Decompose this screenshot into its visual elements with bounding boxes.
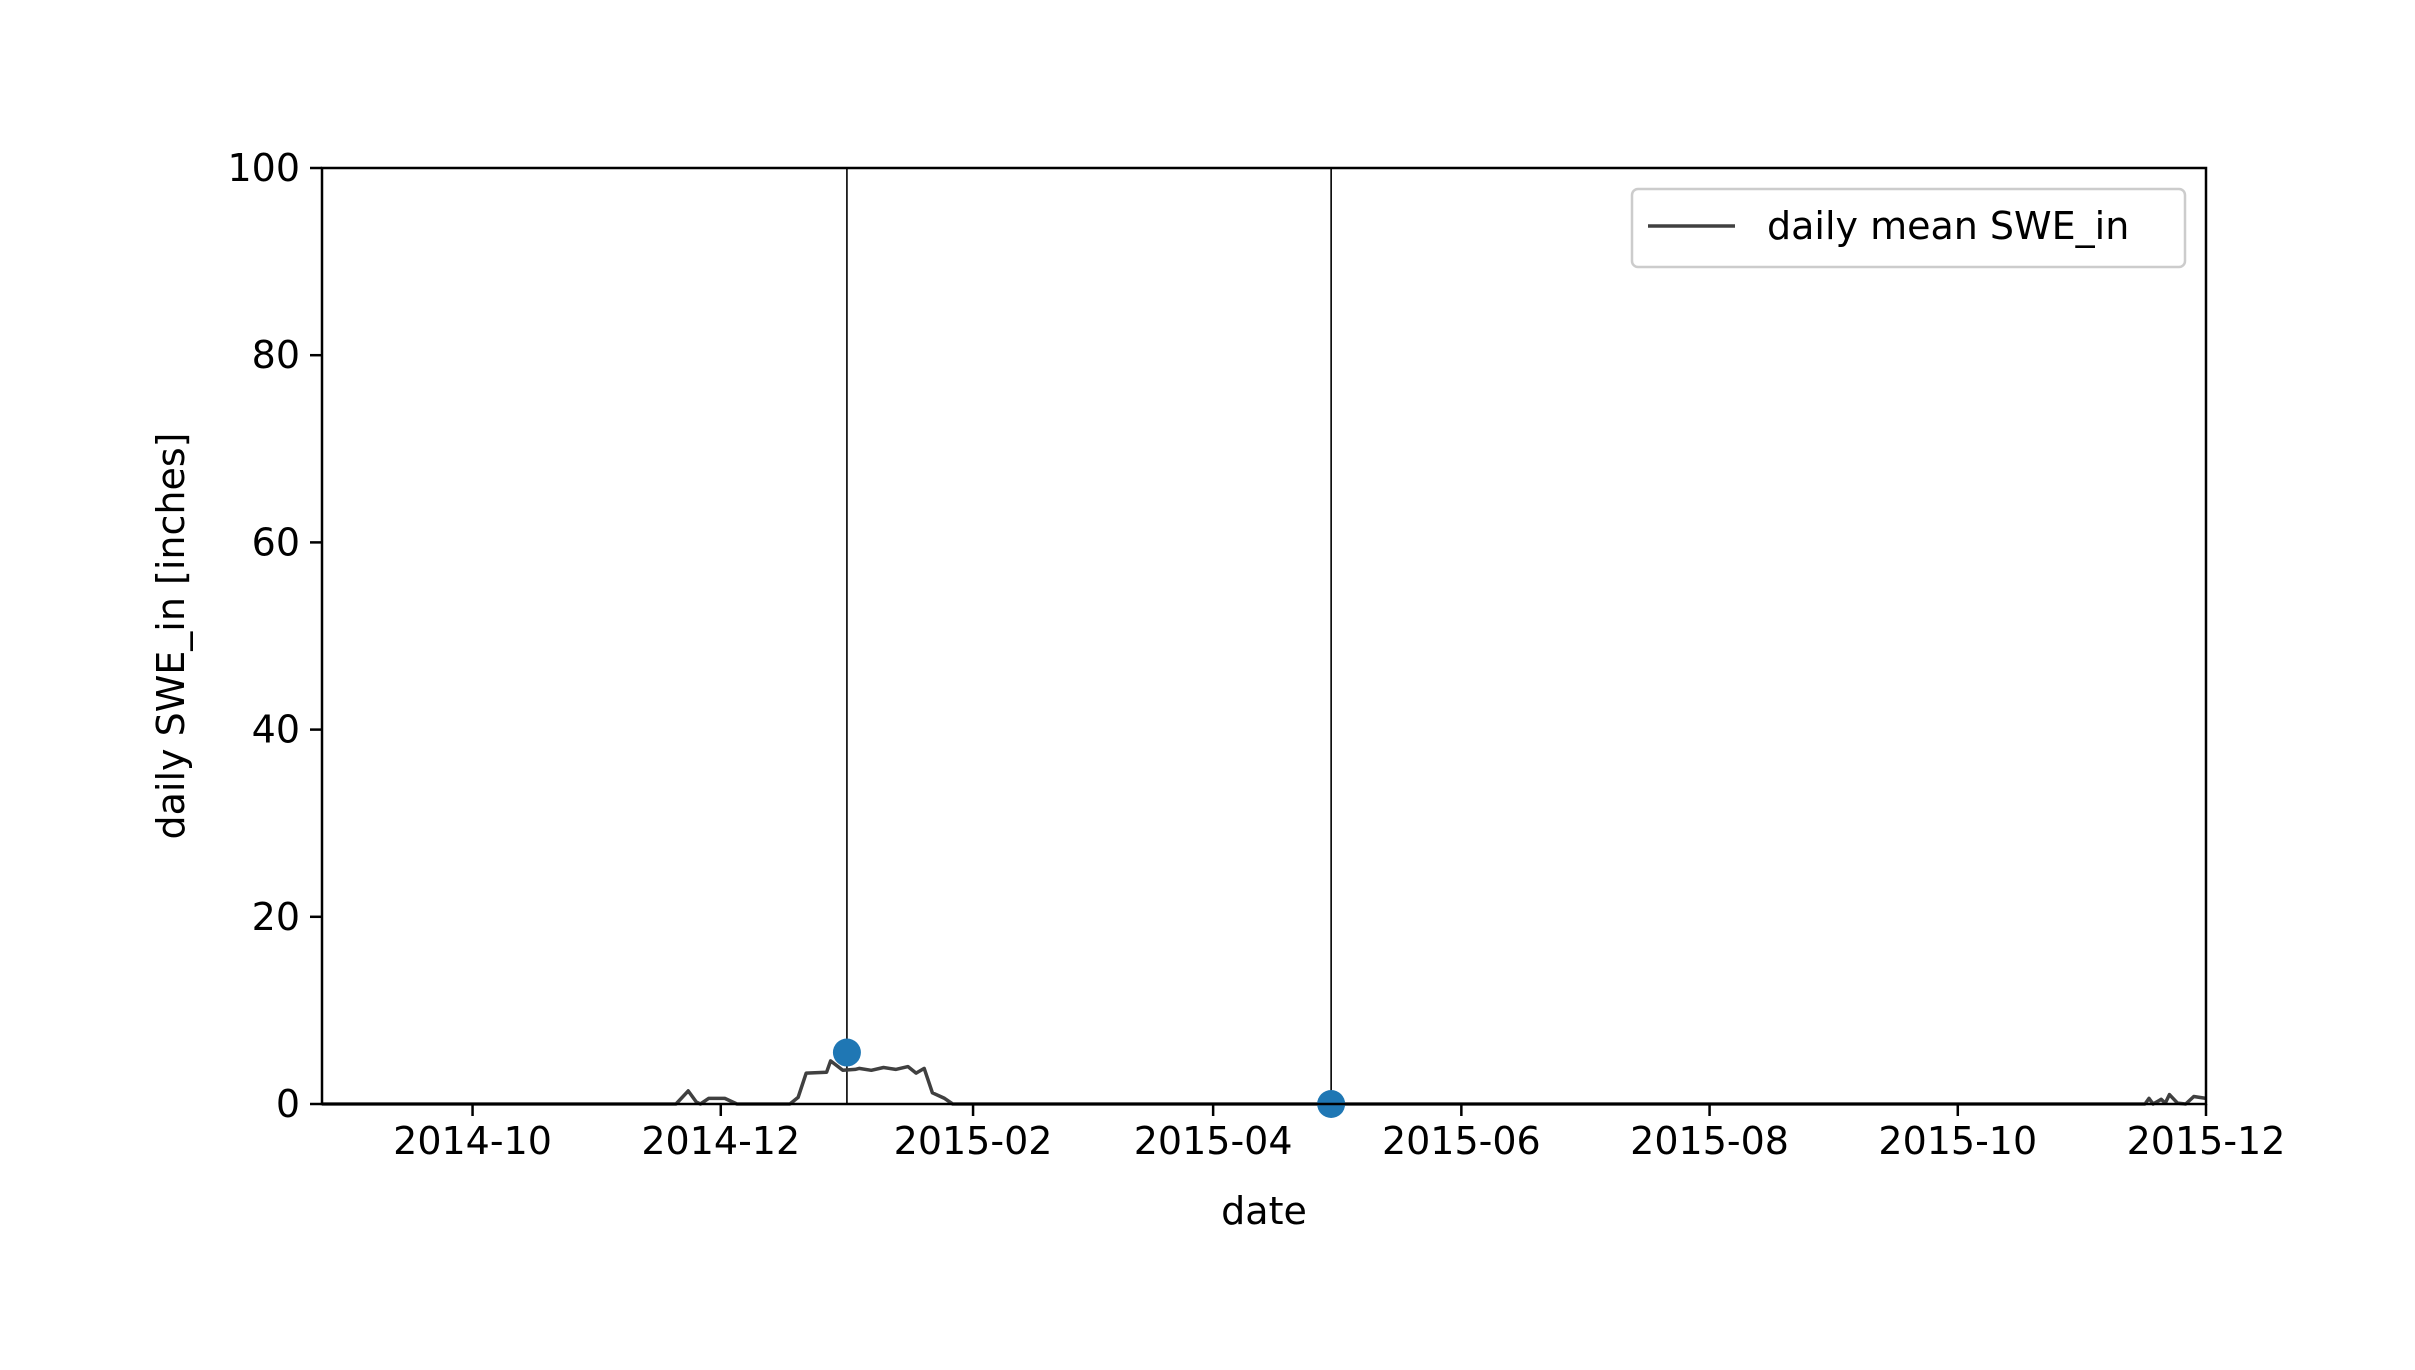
x-axis-ticks: 2014-10 2014-12 2015-02 2015-04 2015-06 2015-…	[393, 1104, 2285, 1163]
x-tick-label: 2014-12	[641, 1119, 800, 1163]
y-axis-label: daily SWE_in [inches]	[149, 433, 193, 840]
legend-entry-label: daily mean SWE_in	[1767, 204, 2129, 248]
y-tick-label: 60	[252, 520, 300, 564]
x-tick-label: 2014-10	[393, 1119, 552, 1163]
y-tick-label: 40	[252, 708, 300, 752]
y-axis-ticks: 0 20 40 60 80 100	[227, 146, 322, 1126]
x-tick-label: 2015-08	[1630, 1119, 1789, 1163]
x-tick-label: 2015-10	[1878, 1119, 2037, 1163]
x-tick-label: 2015-02	[894, 1119, 1053, 1163]
x-axis-label: date	[1221, 1189, 1307, 1233]
y-tick-label: 20	[252, 895, 300, 939]
y-tick-label: 80	[252, 333, 300, 377]
axes-frame	[320, 166, 2208, 1106]
y-tick-label: 0	[276, 1082, 300, 1126]
x-tick-label: 2015-12	[2127, 1119, 2286, 1163]
series-line	[322, 1059, 2207, 1106]
scatter-point	[832, 1038, 861, 1067]
x-tick-label: 2015-04	[1134, 1119, 1293, 1163]
legend-box	[1630, 187, 2187, 269]
y-tick-label: 100	[227, 146, 300, 190]
legend: daily mean SWE_in	[1630, 187, 2187, 269]
plot-area	[322, 168, 2207, 1118]
x-tick-label: 2015-06	[1382, 1119, 1541, 1163]
